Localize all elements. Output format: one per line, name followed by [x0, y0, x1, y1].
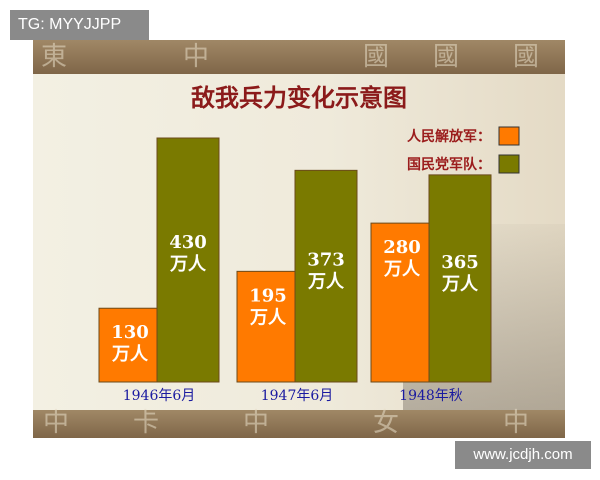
chart-slide: 東 中 國 國 國 中 卡 中 女 中 敌我兵力变化示意图 130 万人 195 万人 2… — [33, 40, 565, 438]
chart-title: 敌我兵力变化示意图 — [191, 83, 407, 112]
banner-glyph: 中 — [183, 42, 210, 72]
banner-glyph: 女 — [373, 408, 400, 438]
x-tick-label: 1948年秋 — [399, 388, 463, 404]
x-tick-label: 1946年6月 — [123, 388, 196, 404]
banner-glyph: 中 — [243, 408, 270, 438]
banner-glyph: 國 — [433, 42, 460, 72]
bar — [370, 222, 434, 383]
bar — [98, 307, 162, 383]
bar-value-label: 373 — [307, 250, 345, 271]
bar-value-label: 195 — [249, 285, 287, 306]
bar-value-label: 280 — [383, 237, 421, 258]
banner-glyph: 卡 — [133, 408, 160, 438]
banner-glyph: 中 — [43, 408, 70, 438]
bar-unit-label: 万人 — [249, 307, 287, 328]
banner-glyph: 國 — [363, 42, 390, 72]
legend-swatch — [498, 126, 520, 146]
bar-unit-label: 万人 — [383, 259, 421, 280]
banner-glyph: 東 — [41, 42, 68, 72]
bar-unit-label: 万人 — [111, 344, 149, 365]
bar-value-label: 365 — [441, 252, 479, 273]
bar-value-label: 430 — [169, 232, 207, 253]
channel-tag: TG: MYYJJPP — [10, 10, 149, 40]
bar — [428, 174, 492, 383]
x-tick-label: 1947年6月 — [261, 388, 334, 404]
legend-label: 国民党军队： — [407, 156, 491, 173]
bar — [156, 137, 220, 383]
banner-glyph: 中 — [503, 408, 530, 438]
bottom-calligraphy-band: 中 卡 中 女 中 — [33, 408, 565, 438]
banner-glyph: 國 — [513, 42, 540, 72]
legend-swatch — [498, 154, 520, 174]
bar-unit-label: 万人 — [169, 254, 207, 275]
bar — [294, 169, 358, 383]
bar-unit-label: 万人 — [441, 274, 479, 295]
bar — [236, 270, 300, 383]
top-calligraphy-band: 東 中 國 國 國 — [33, 40, 565, 74]
legend-label: 人民解放军： — [407, 128, 491, 145]
site-watermark: www.jcdjh.com — [455, 441, 591, 469]
bar-unit-label: 万人 — [307, 272, 345, 293]
bar-value-label: 130 — [111, 322, 149, 343]
